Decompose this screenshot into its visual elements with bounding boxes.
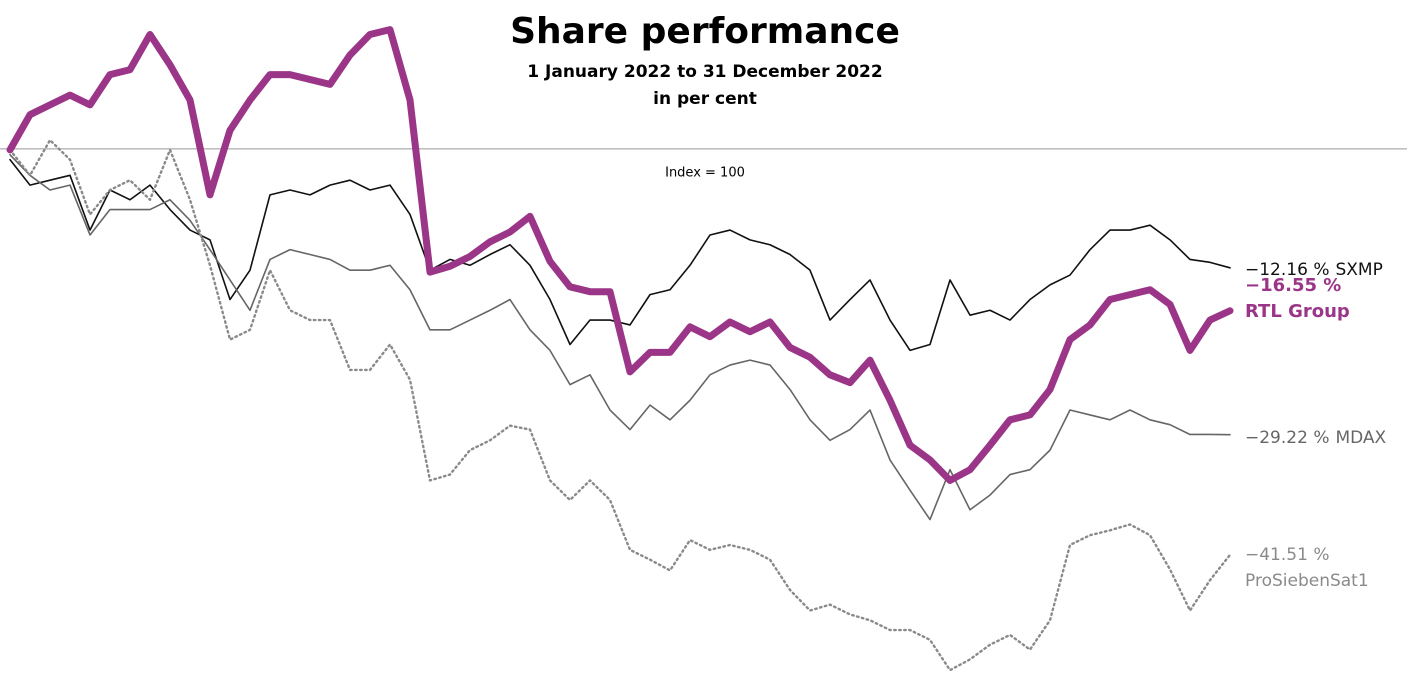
unit-note: in per cent: [653, 89, 757, 109]
reference-label: Index = 100: [665, 165, 745, 180]
chart-subtitle: 1 January 2022 to 31 December 2022: [527, 62, 882, 82]
series-name: RTL Group: [1245, 301, 1350, 322]
change-label: −12.16 %: [1245, 260, 1329, 280]
series-name: ProSiebenSat1: [1245, 571, 1369, 591]
series-line: [6, 26, 1234, 484]
series-name: MDAX: [1335, 428, 1386, 448]
series-name: SXMP: [1335, 260, 1382, 280]
series-line: [8, 138, 1232, 672]
change-label: −29.22 %: [1245, 428, 1329, 448]
chart-title: Share performance: [510, 11, 900, 52]
end-label: −16.55 % RTL Group: [1245, 275, 1350, 322]
end-label: −29.22 % MDAX: [1245, 428, 1387, 448]
series-line: [9, 153, 1231, 521]
end-label: −12.16 % SXMP: [1245, 260, 1383, 280]
end-label: −41.51 % ProSiebenSat1: [1245, 545, 1369, 591]
change-label: −41.51 %: [1245, 545, 1329, 565]
change-label: −16.55 %: [1245, 275, 1341, 296]
